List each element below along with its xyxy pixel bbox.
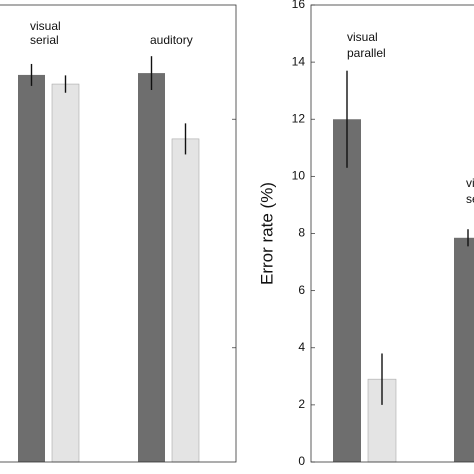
- y-tick-label: 10: [292, 169, 306, 183]
- group-label: visual: [347, 30, 378, 44]
- group-label: visual: [466, 176, 474, 190]
- group-label: visual: [30, 19, 61, 33]
- y-tick-label: 8: [298, 226, 305, 240]
- group-label: auditory: [150, 33, 193, 47]
- y-tick-label: 6: [298, 283, 305, 297]
- bar: [333, 119, 361, 462]
- y-tick-label: 0: [298, 454, 305, 468]
- axes-frame: [0, 4, 237, 463]
- y-tick-label: 14: [292, 54, 306, 68]
- y-tick-label: 16: [292, 0, 306, 11]
- y-tick-label: 4: [298, 340, 305, 354]
- bar: [171, 138, 200, 463]
- group-label: serial: [466, 192, 474, 206]
- bar: [454, 237, 474, 462]
- bar: [51, 83, 80, 463]
- y-axis-label: Error rate (%): [257, 182, 276, 285]
- group-label: serial: [30, 33, 59, 47]
- axes-frame: [310, 4, 474, 463]
- group-label: parallel: [347, 46, 386, 60]
- bar: [138, 73, 165, 462]
- y-tick-label: 12: [292, 111, 306, 125]
- y-tick-label: 2: [298, 397, 305, 411]
- bar: [18, 74, 45, 463]
